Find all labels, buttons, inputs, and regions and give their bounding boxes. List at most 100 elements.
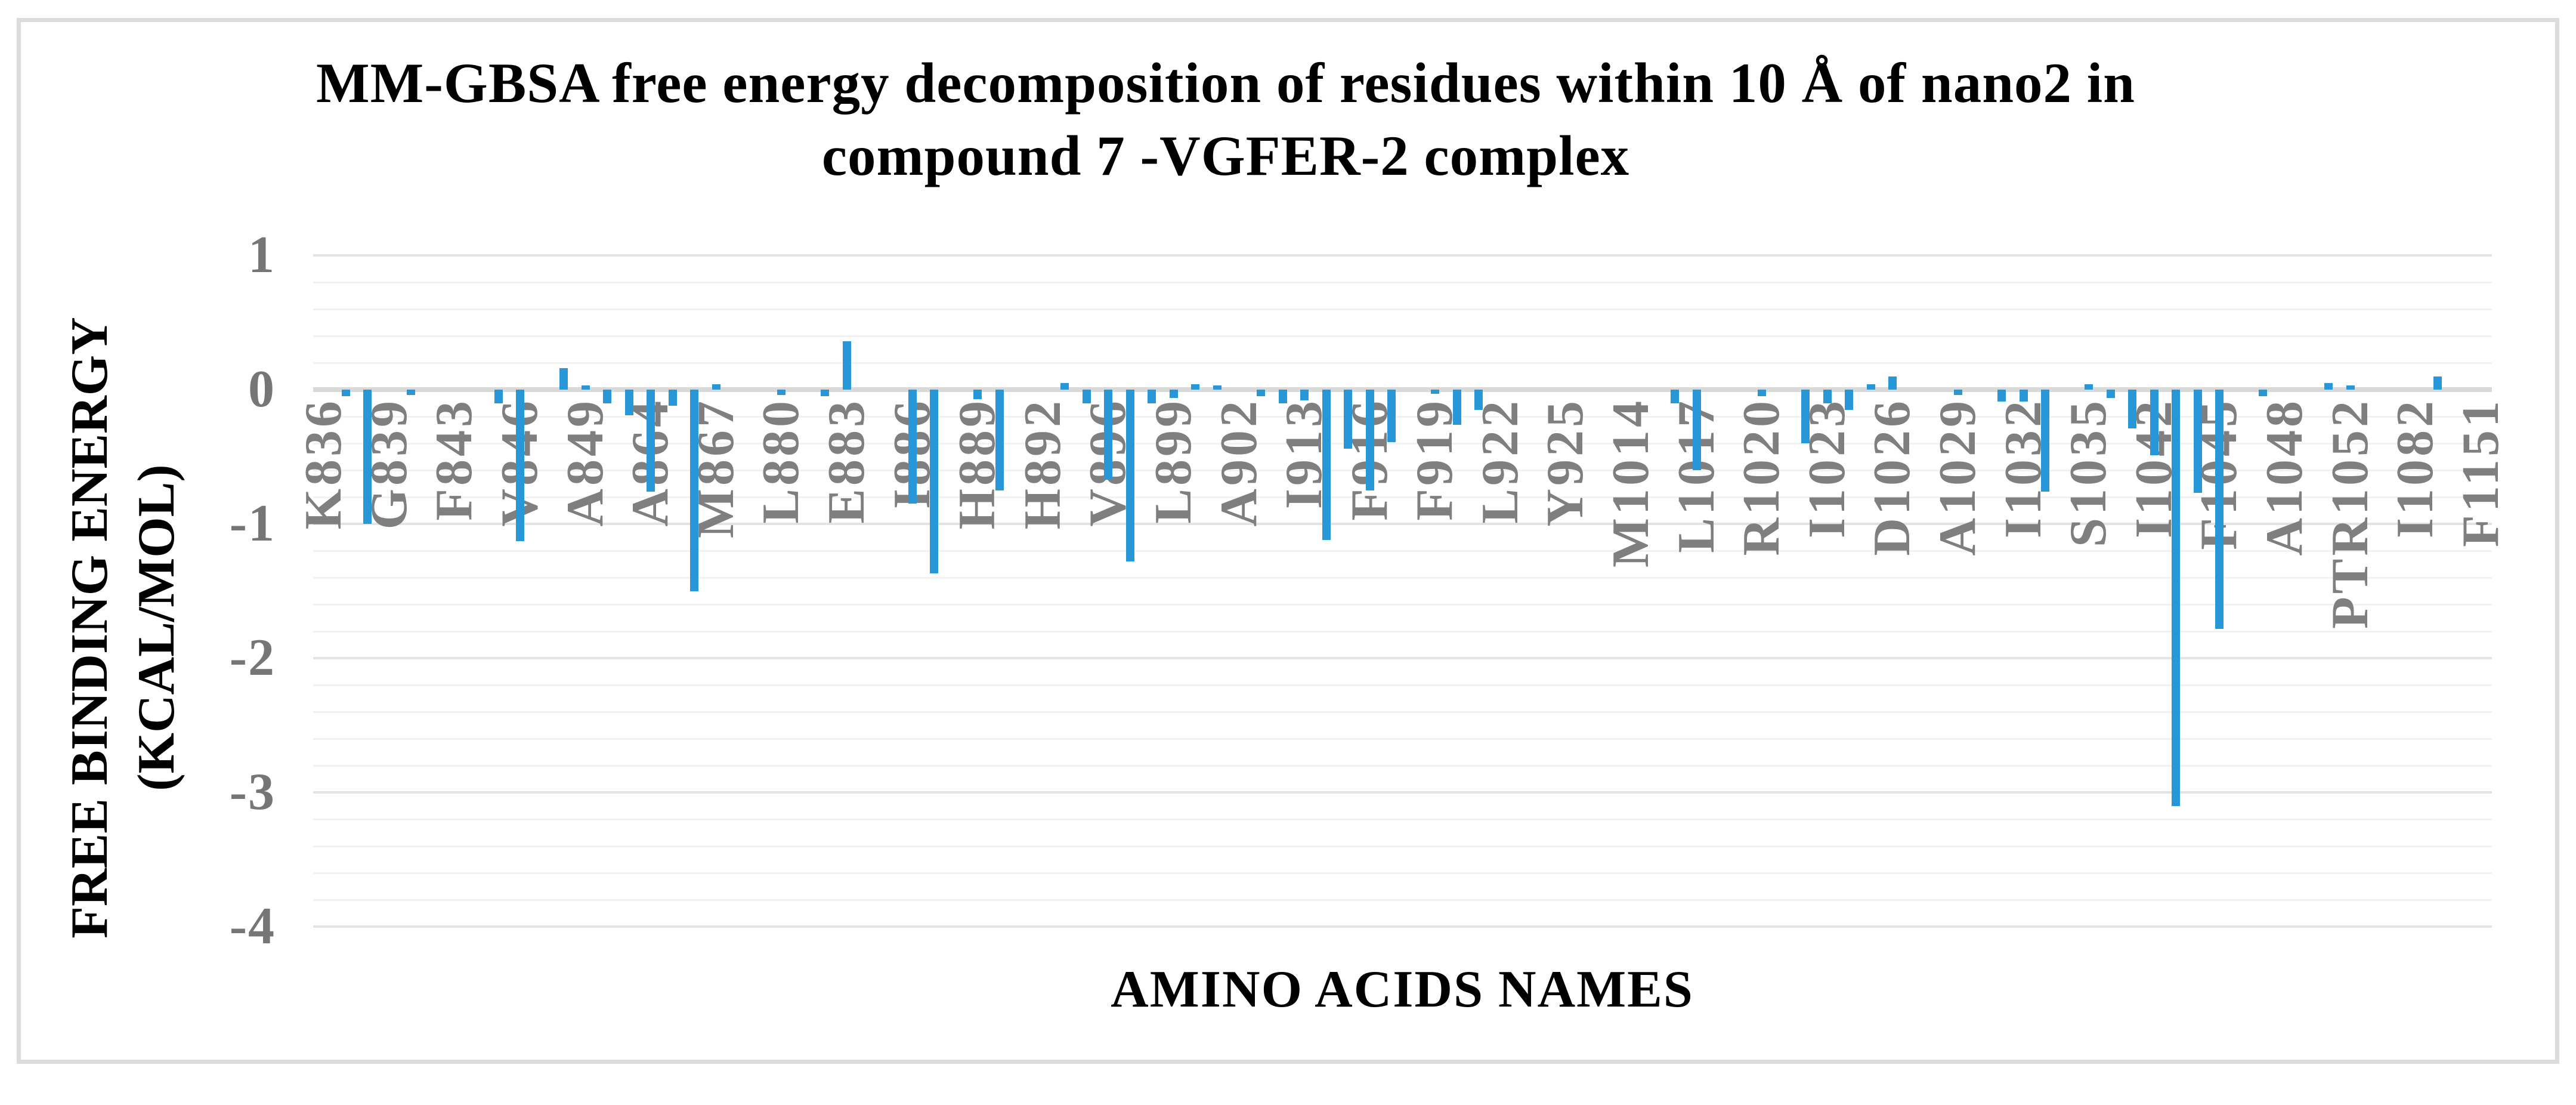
gridline	[313, 469, 2492, 471]
x-category-label: I1082	[2386, 398, 2445, 539]
bar	[1257, 390, 1266, 397]
chart-title-line1: MM-GBSA free energy decomposition of res…	[316, 51, 2136, 115]
bar	[1344, 390, 1353, 449]
bar	[407, 390, 416, 395]
bar	[1322, 390, 1331, 540]
gridline	[313, 254, 2492, 257]
gridline	[313, 523, 2492, 525]
gridline	[313, 415, 2492, 418]
x-category-label: F1151	[2451, 398, 2510, 547]
bar	[995, 390, 1004, 490]
y-tick-label: 0	[248, 360, 276, 418]
gridline	[313, 630, 2492, 632]
gridline	[313, 657, 2492, 659]
chart-title: MM-GBSA free energy decomposition of res…	[271, 47, 2180, 192]
chart-border	[17, 18, 2559, 1064]
bar	[1300, 390, 1309, 400]
gridline	[313, 550, 2492, 552]
bar	[516, 390, 525, 542]
gridline	[313, 308, 2492, 310]
bar	[1474, 390, 1483, 410]
chart-title-line2: compound 7 -VGFER-2 complex	[821, 124, 1630, 187]
bar	[1888, 376, 1897, 390]
gridline	[313, 764, 2492, 767]
bar	[1191, 384, 1200, 390]
bar	[1671, 390, 1680, 403]
bar	[2215, 390, 2224, 629]
bar	[1692, 390, 1701, 470]
bar	[603, 390, 612, 403]
x-category-label: L880	[752, 398, 811, 524]
bar	[624, 390, 633, 415]
bar	[1148, 390, 1156, 403]
x-category-label: H892	[1013, 398, 1072, 530]
y-tick-label: -3	[229, 763, 276, 821]
bar	[2106, 390, 2115, 398]
bar	[668, 390, 677, 406]
bar	[2259, 390, 2268, 397]
y-tick-label: 1	[248, 226, 276, 284]
bar	[973, 390, 982, 399]
x-axis-title: AMINO ACIDS NAMES	[1111, 961, 1694, 1018]
gridline	[313, 335, 2492, 337]
bar	[2085, 384, 2093, 390]
bar	[1365, 390, 1374, 490]
plot-area: 10-1-2-3-4 K836G839F843V846A849A864M867L…	[229, 226, 2510, 955]
gridline	[313, 925, 2492, 928]
x-category-label: L922	[1471, 398, 1529, 524]
bar	[2041, 390, 2050, 492]
x-category-label: M1014	[1602, 398, 1660, 568]
gridline	[313, 684, 2492, 686]
gridline	[313, 711, 2492, 713]
bar	[2193, 390, 2202, 493]
bar	[1801, 390, 1810, 443]
bar	[1104, 390, 1113, 480]
bar	[1954, 390, 1962, 395]
y-tick-label: -2	[229, 629, 276, 687]
bar	[1758, 390, 1767, 397]
x-category-label: S1035	[2059, 398, 2118, 547]
bar	[2346, 385, 2355, 390]
bar	[1082, 390, 1091, 403]
bar	[1845, 390, 1854, 410]
x-category-label: E883	[817, 398, 876, 524]
bar	[2324, 382, 2333, 390]
bar	[1278, 390, 1287, 403]
bar	[494, 390, 503, 403]
bar	[2150, 390, 2158, 456]
bar	[363, 390, 372, 524]
bar	[821, 390, 830, 397]
gridline	[313, 872, 2492, 874]
chart-canvas: MM-GBSA free energy decomposition of res…	[17, 18, 2559, 1064]
bar	[341, 390, 350, 397]
bar	[690, 390, 699, 591]
x-category-label: D1026	[1863, 398, 1922, 556]
y-tick-label: -4	[229, 897, 276, 955]
gridline	[313, 791, 2492, 794]
gridline	[313, 603, 2492, 606]
x-category-label: PTR1052	[2321, 398, 2379, 629]
bar	[1169, 390, 1178, 398]
bar	[712, 384, 720, 390]
gridline	[313, 362, 2492, 364]
gridline	[313, 899, 2492, 901]
bar	[1125, 390, 1134, 561]
y-tick-label: -1	[229, 495, 276, 552]
bar	[2019, 390, 2028, 402]
x-category-label: A849	[556, 398, 614, 527]
gridline	[313, 442, 2492, 445]
bar	[930, 390, 939, 574]
gridline	[313, 737, 2492, 740]
x-category-label: A902	[1210, 398, 1268, 527]
bar	[1431, 390, 1440, 394]
bar	[908, 390, 917, 504]
bar	[2128, 390, 2137, 429]
bar	[1997, 390, 2006, 402]
bar	[2433, 376, 2442, 390]
x-category-label: L899	[1144, 398, 1202, 524]
bar	[1452, 390, 1461, 425]
bar	[647, 390, 655, 492]
bar	[842, 341, 851, 390]
x-category-label: A1048	[2255, 398, 2314, 556]
bar	[1866, 384, 1875, 390]
